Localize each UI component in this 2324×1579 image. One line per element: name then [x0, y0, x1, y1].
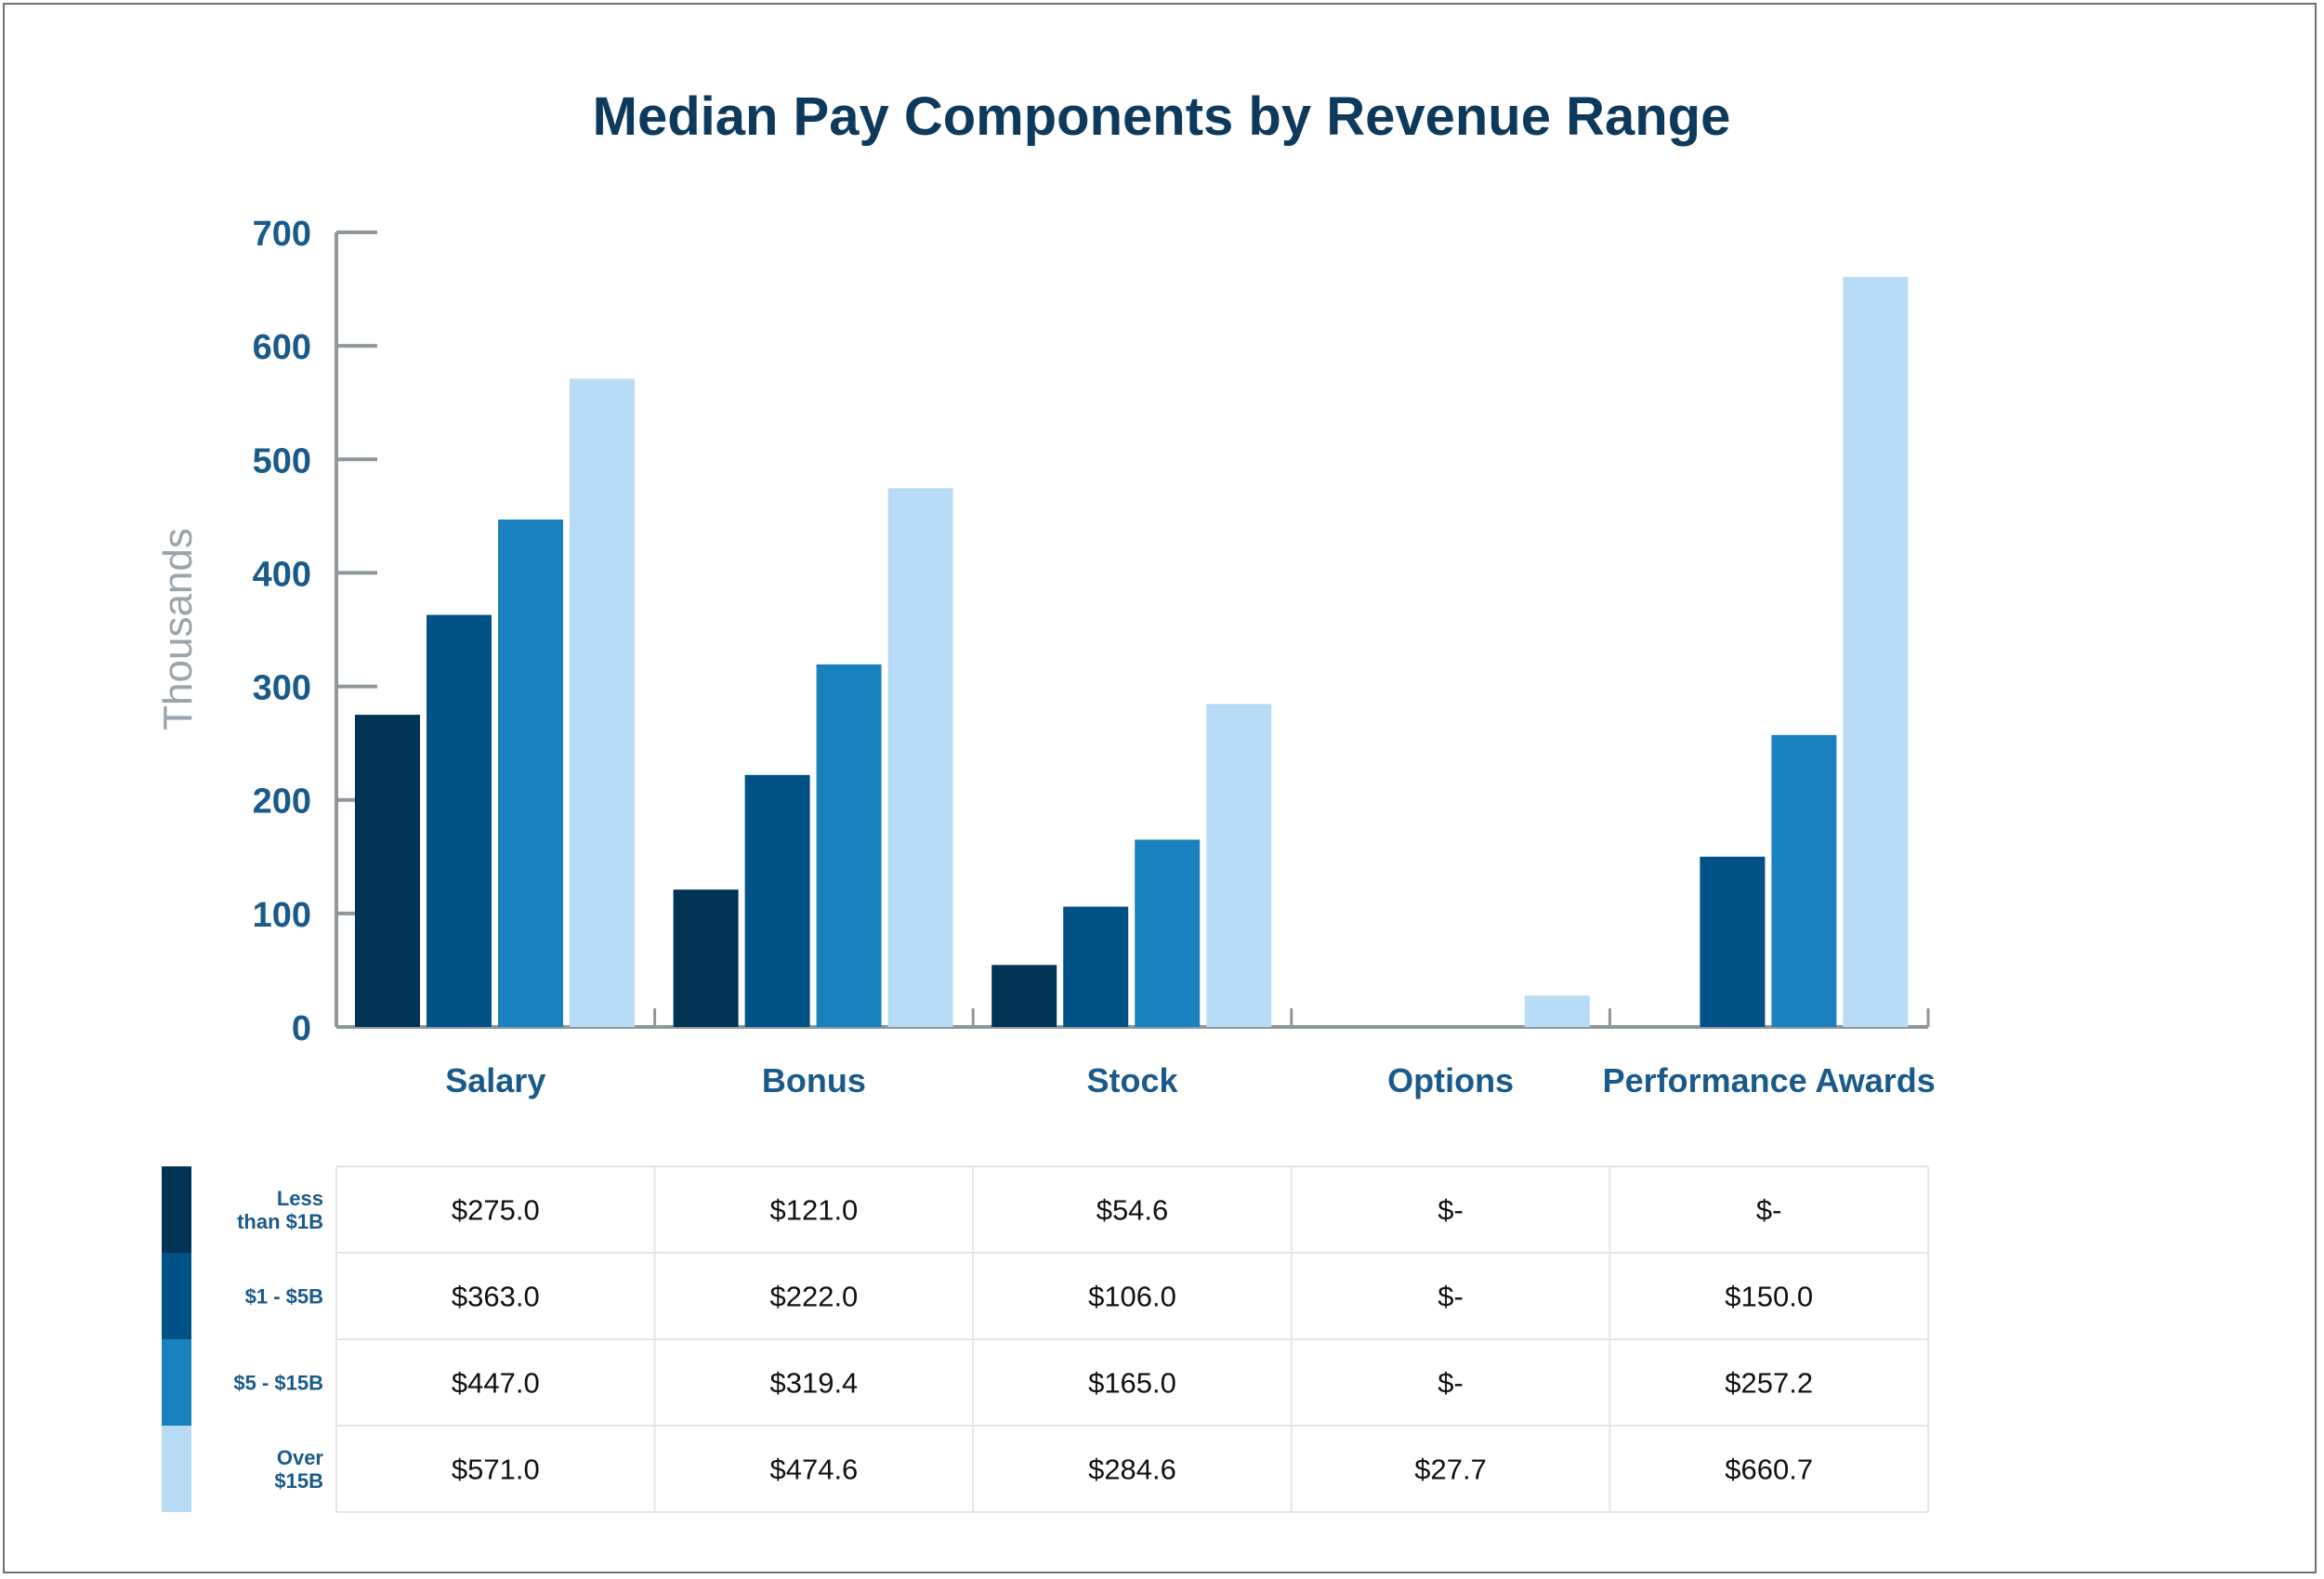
bars — [355, 277, 1909, 1027]
legend-swatch — [162, 1426, 191, 1512]
bar — [1843, 277, 1909, 1027]
legend-label: Over — [277, 1446, 324, 1469]
bar — [887, 488, 953, 1027]
legend-swatch — [162, 1339, 191, 1426]
table-cell: $275.0 — [452, 1194, 540, 1227]
y-tick-label: 500 — [253, 441, 311, 480]
table-cell: $- — [1756, 1194, 1782, 1227]
table-cell: $363.0 — [452, 1281, 540, 1313]
y-tick-labels: 0 100 200 300 400 500 600 700 — [253, 215, 311, 1048]
legend-swatch — [162, 1166, 191, 1253]
bar — [673, 889, 739, 1027]
table-cell: $- — [1438, 1194, 1464, 1227]
bar — [355, 715, 420, 1027]
y-axis-label: Thousands — [155, 528, 201, 730]
legend-label: $5 - $15B — [233, 1372, 323, 1395]
table-cell: $474.6 — [769, 1454, 858, 1486]
x-tick-label: Bonus — [762, 1061, 866, 1099]
table-cell: $54.6 — [1096, 1194, 1169, 1227]
bar — [816, 664, 882, 1027]
table-cell: $660.7 — [1725, 1454, 1813, 1486]
legend-label: Less — [277, 1187, 323, 1210]
bar — [1135, 839, 1201, 1027]
y-tick-label: 100 — [253, 896, 311, 935]
table-cell: $106.0 — [1088, 1281, 1176, 1313]
bar — [570, 378, 635, 1027]
x-tick-label: Stock — [1086, 1061, 1178, 1099]
bar — [1063, 906, 1129, 1027]
table-cell: $- — [1438, 1367, 1464, 1400]
chart-title: Median Pay Components by Revenue Range — [593, 86, 1731, 147]
bar — [744, 774, 810, 1027]
bar — [1771, 734, 1837, 1027]
table-cell: $571.0 — [452, 1454, 540, 1486]
y-tick-label: 600 — [253, 328, 311, 367]
table-cell: $284.6 — [1088, 1454, 1176, 1486]
y-tick-label: 300 — [253, 669, 311, 708]
x-tick-label: Performance Awards — [1603, 1061, 1936, 1099]
chart-frame — [3, 3, 2317, 1573]
table-cell: $447.0 — [452, 1367, 540, 1400]
x-tick-label: Options — [1387, 1061, 1514, 1099]
y-tick-label: 400 — [253, 555, 311, 594]
table-cell: $- — [1438, 1281, 1464, 1313]
x-tick-labels: Salary Bonus Stock Options Performance Award… — [445, 1061, 1936, 1099]
legend-swatch — [162, 1253, 191, 1339]
legend-label: $15B — [274, 1469, 323, 1493]
table-cell: $257.2 — [1725, 1367, 1813, 1400]
y-tick-label: 200 — [253, 783, 311, 822]
legend-label: than $1B — [237, 1210, 323, 1233]
bar — [498, 520, 563, 1027]
table-cell: $222.0 — [769, 1281, 858, 1313]
bar — [1700, 856, 1766, 1027]
table-cell: $165.0 — [1088, 1367, 1176, 1400]
bar — [991, 965, 1057, 1027]
bar — [427, 614, 492, 1027]
table-cell: $27.7 — [1414, 1454, 1487, 1486]
table-cell: $319.4 — [769, 1367, 858, 1400]
table-cell: $150.0 — [1725, 1281, 1813, 1313]
bar — [1206, 704, 1272, 1027]
table-cell: $121.0 — [769, 1194, 858, 1227]
bar — [1524, 995, 1590, 1027]
legend-label: $1 - $5B — [245, 1285, 323, 1309]
y-tick-label: 700 — [253, 215, 311, 254]
y-tick-label: 0 — [292, 1009, 311, 1048]
x-tick-label: Salary — [445, 1061, 545, 1099]
